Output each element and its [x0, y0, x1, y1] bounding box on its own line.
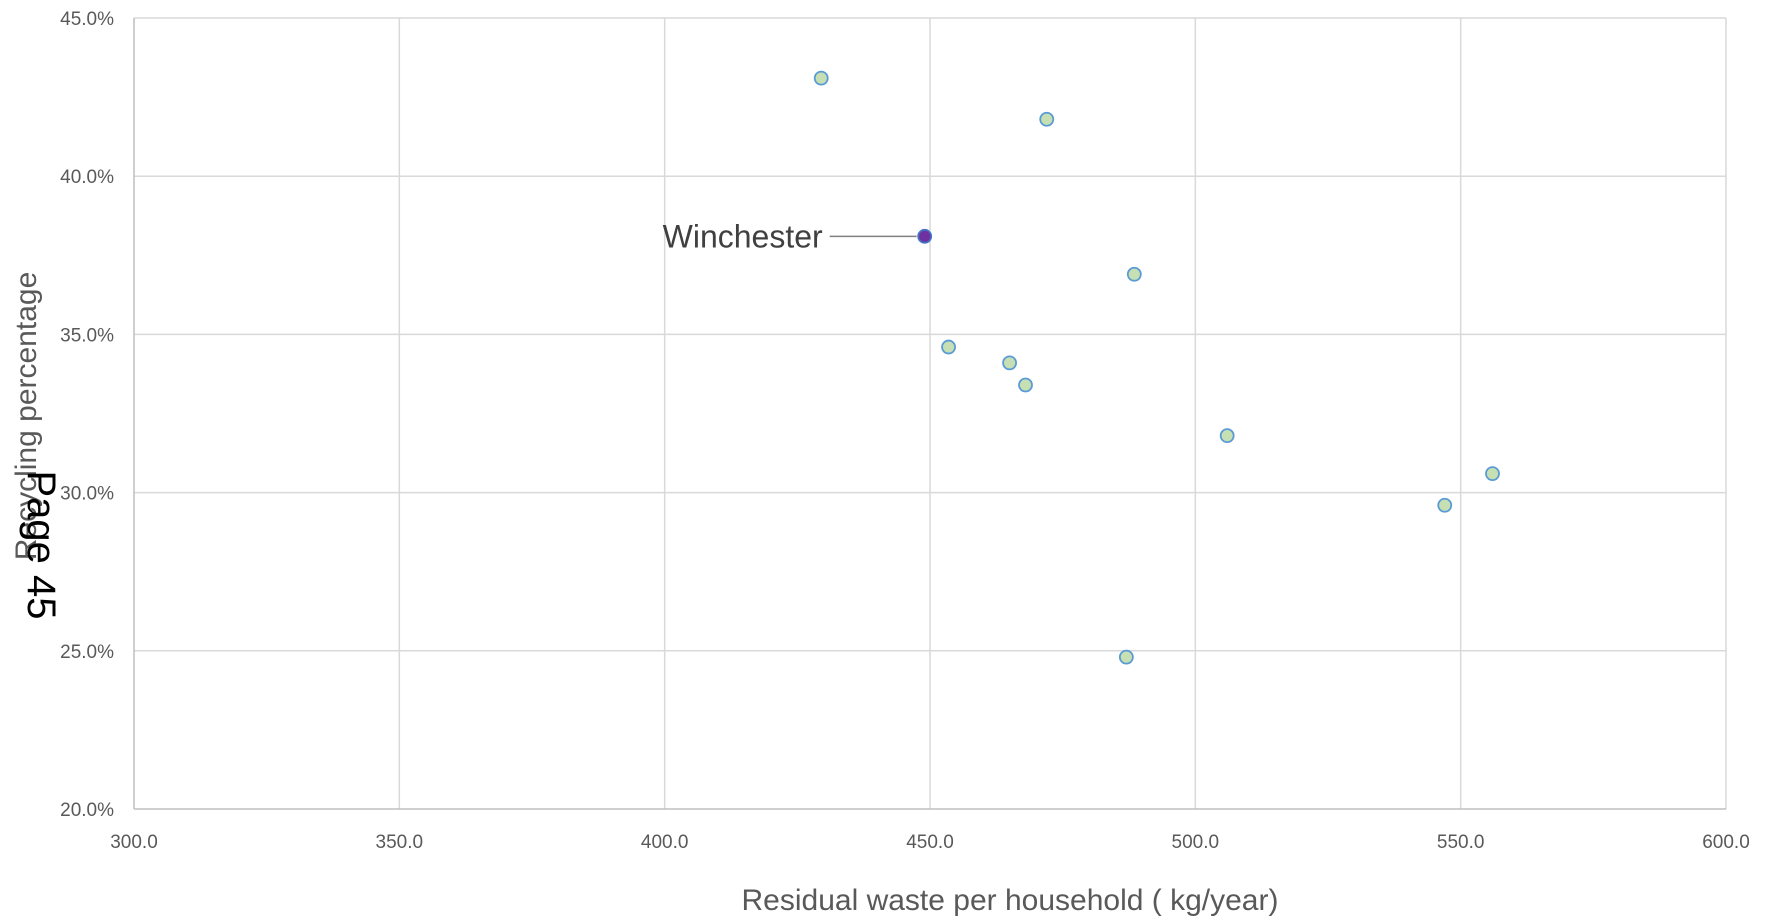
data-point — [1118, 649, 1134, 665]
data-point — [1485, 466, 1500, 482]
x-tick-label: 500.0 — [1172, 832, 1220, 853]
y-axis-title: Recycling percentage — [10, 272, 43, 561]
y-tick-labels: 20.0% 25.0% 30.0% 35.0% 40.0% 45.0% — [60, 9, 114, 821]
x-tick-label: 550.0 — [1437, 832, 1485, 853]
y-tick-label: 25.0% — [60, 642, 114, 663]
data-point — [1039, 111, 1055, 127]
x-tick-label: 350.0 — [376, 832, 424, 853]
y-tick-label: 35.0% — [60, 325, 114, 346]
annotations: Winchester — [663, 218, 917, 254]
y-tick-label: 40.0% — [60, 167, 114, 188]
data-point — [1126, 266, 1142, 282]
x-tick-label: 600.0 — [1702, 832, 1750, 853]
data-points — [813, 70, 1500, 665]
data-point — [1018, 377, 1033, 393]
x-tick-label: 400.0 — [641, 832, 689, 853]
x-tick-label: 450.0 — [906, 832, 954, 853]
y-tick-label: 30.0% — [60, 484, 114, 505]
y-tick-label: 20.0% — [60, 800, 114, 821]
grid-lines — [133, 17, 1727, 810]
data-point — [1002, 355, 1017, 371]
x-tick-label: 300.0 — [110, 832, 158, 853]
highlighted-data-point — [917, 228, 933, 244]
data-point — [813, 70, 829, 86]
data-point — [941, 339, 956, 355]
x-tick-labels: 300.0 350.0 400.0 450.0 500.0 550.0 600.0 — [110, 832, 1750, 853]
y-tick-label: 45.0% — [60, 9, 114, 30]
data-point — [1437, 497, 1453, 513]
data-point — [1219, 428, 1235, 444]
x-axis-title: Residual waste per household ( kg/year) — [742, 884, 1279, 917]
annotation-label: Winchester — [663, 218, 823, 254]
page-number-stamp: Page 45 — [19, 470, 63, 619]
